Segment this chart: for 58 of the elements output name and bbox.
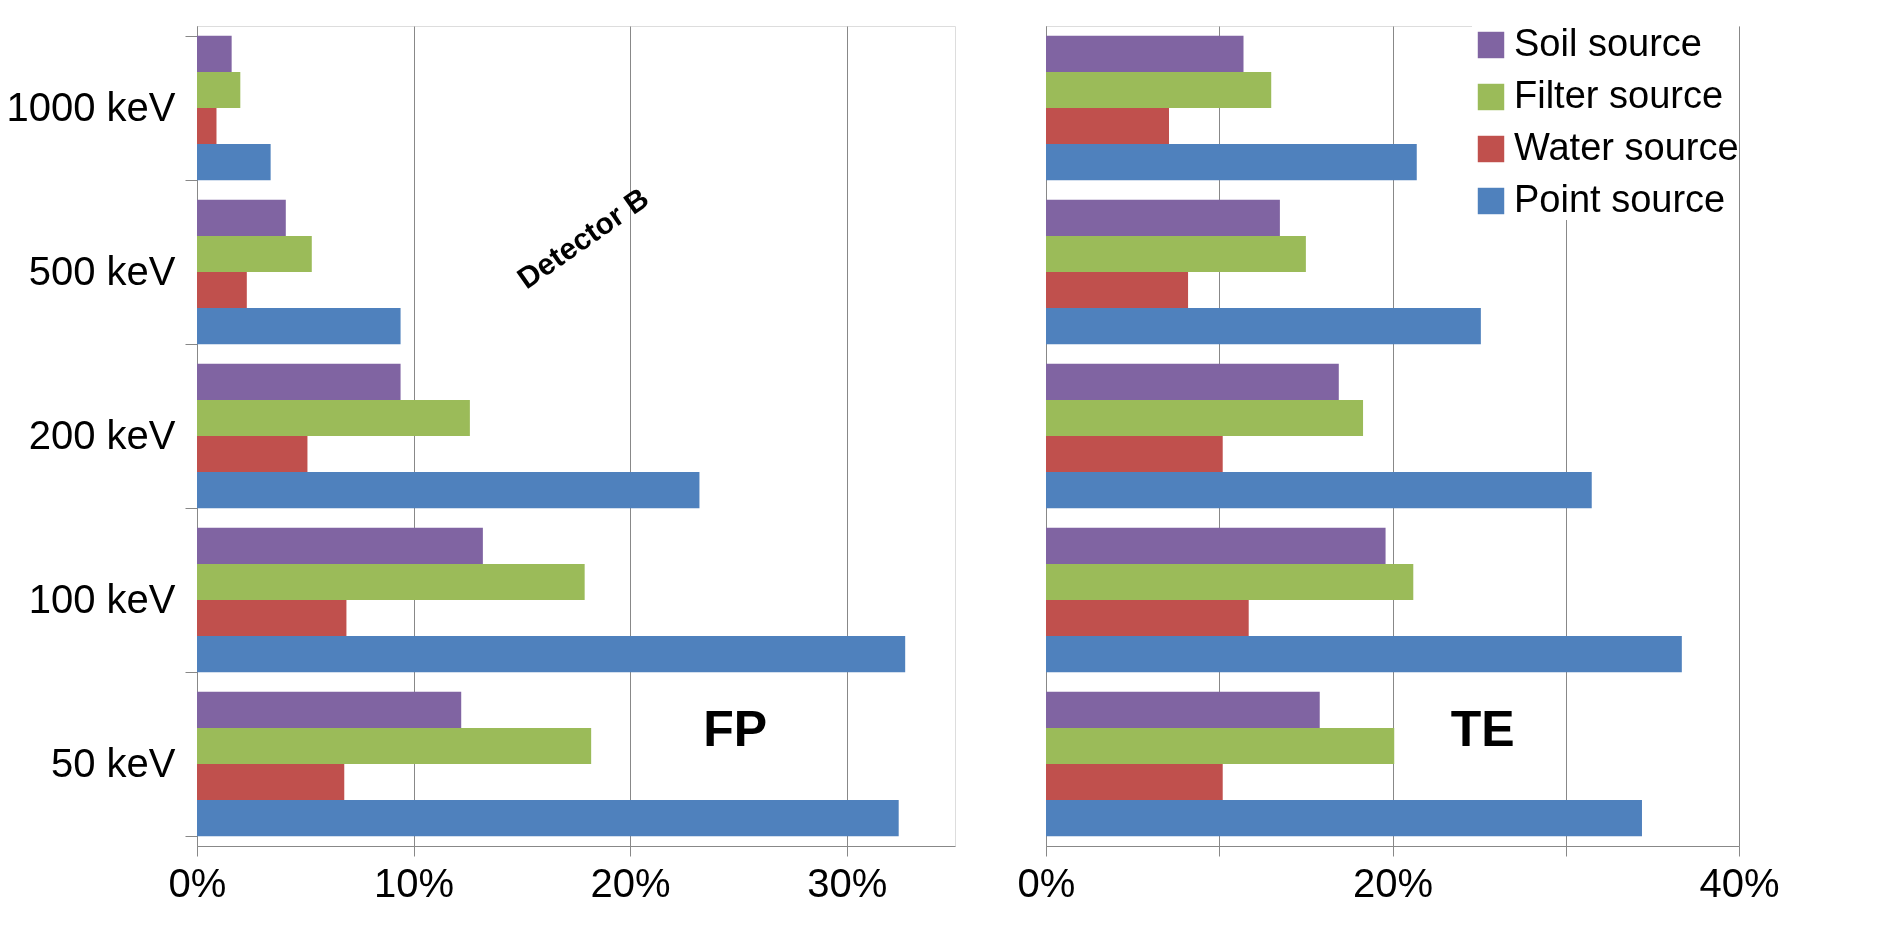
legend-label: Soil source <box>1514 22 1702 64</box>
bar <box>1046 527 1386 564</box>
bar <box>1046 800 1642 837</box>
bar <box>1046 35 1244 72</box>
bar <box>197 527 483 564</box>
y-tick-label: 50 keV <box>50 740 176 785</box>
bar <box>197 272 247 309</box>
bar <box>1046 727 1395 764</box>
bar <box>1046 108 1170 145</box>
bar <box>197 35 232 72</box>
x-tick-label: 20% <box>1352 860 1434 905</box>
x-tick-label: 0% <box>168 860 227 905</box>
bar <box>197 235 312 272</box>
bar <box>197 199 286 236</box>
bar <box>1046 363 1339 400</box>
bar <box>197 363 401 400</box>
bar <box>1046 399 1364 436</box>
bar <box>197 71 241 108</box>
x-tick-label: 40% <box>1699 860 1780 905</box>
legend-label: Filter source <box>1514 74 1724 116</box>
bar <box>1046 308 1481 345</box>
y-tick-label: 200 keV <box>28 412 176 457</box>
bar <box>197 727 592 764</box>
bar <box>197 472 700 509</box>
bar <box>197 600 347 637</box>
bar <box>1046 436 1223 473</box>
bar <box>197 764 345 801</box>
bar <box>1046 600 1249 637</box>
bar <box>1046 144 1417 181</box>
y-tick-label: 1000 keV <box>6 84 176 129</box>
bar <box>197 563 585 600</box>
bar <box>1046 472 1592 509</box>
y-tick-label: 500 keV <box>28 248 176 293</box>
x-tick-label: 20% <box>590 860 671 905</box>
bar <box>1046 636 1682 673</box>
x-tick-label: 10% <box>374 860 455 905</box>
x-tick-label: 30% <box>807 860 888 905</box>
bar <box>197 800 899 837</box>
bar <box>1046 235 1306 272</box>
bar <box>197 636 906 673</box>
annotation: TE <box>1450 701 1515 758</box>
legend-label: Water source <box>1514 126 1739 168</box>
bar <box>197 144 271 181</box>
bar <box>197 436 308 473</box>
bar <box>1046 691 1320 728</box>
y-tick-label: 100 keV <box>28 576 176 621</box>
bar <box>1046 764 1223 801</box>
legend-label: Point source <box>1514 178 1726 220</box>
bar <box>1046 71 1272 108</box>
bar <box>197 108 217 145</box>
annotation: FP <box>703 701 768 758</box>
bar <box>197 308 401 345</box>
x-tick-label: 0% <box>1017 860 1076 905</box>
bar <box>1046 272 1189 309</box>
bar <box>1046 199 1280 236</box>
bar <box>1046 563 1414 600</box>
bar <box>197 399 470 436</box>
bar <box>197 691 462 728</box>
